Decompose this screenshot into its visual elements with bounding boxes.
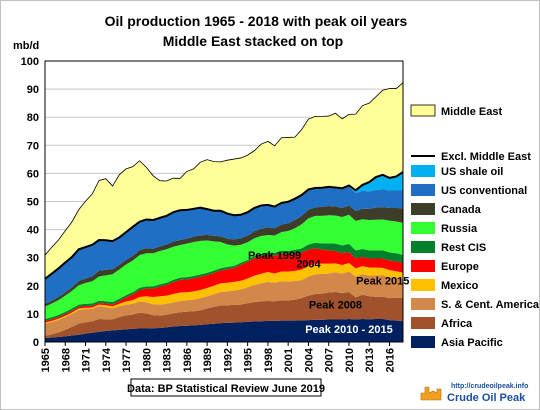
- legend-item-us-shale-oil: US shale oil: [411, 165, 503, 178]
- x-tick-label-1992: 1992: [222, 348, 234, 372]
- x-tick-label-2010: 2010: [344, 348, 356, 372]
- annotation-peak-2008: Peak 2008: [309, 299, 362, 311]
- y-tick-label-90: 90: [27, 84, 39, 96]
- area-asia-pacific: [45, 318, 403, 342]
- legend-label-s-cent-america: S. & Cent. America: [441, 299, 539, 311]
- x-tick-label-2004: 2004: [303, 347, 315, 372]
- y-tick-label-70: 70: [27, 140, 39, 152]
- x-tick-label-1977: 1977: [121, 348, 133, 372]
- y-tick-label-40: 40: [27, 225, 39, 237]
- stacked-areas: [44, 82, 404, 342]
- total-outline: [44, 82, 404, 256]
- legend-swatch-russia: [411, 222, 435, 234]
- annotation-peak-1999: Peak 1999: [248, 250, 301, 262]
- x-tick-label-1971: 1971: [81, 348, 93, 372]
- x-tick-label-2001: 2001: [283, 348, 295, 372]
- legend-swatch-europe: [411, 260, 435, 272]
- chart-title: Oil production 1965 - 2018 with peak oil…: [105, 13, 408, 29]
- legend-label-asia-pacific: Asia Pacific: [441, 337, 503, 349]
- legend-item-europe: Europe: [411, 260, 479, 273]
- legend-item-rest-cis: Rest CIS: [411, 241, 486, 254]
- legend-item-mexico: Mexico: [411, 279, 479, 292]
- annotation-2004: 2004: [296, 259, 321, 271]
- legend-label-africa: Africa: [441, 318, 473, 330]
- legend-item-middle-east: Middle East: [410, 104, 502, 118]
- source-note: Data: BP Statistical Review June 2019: [127, 383, 325, 395]
- logo-name: Crude Oil Peak: [447, 392, 526, 404]
- x-tick-label-1986: 1986: [182, 348, 194, 372]
- legend-swatch-asia-pacific: [411, 336, 435, 348]
- annotation-peak-2010-2015: Peak 2010 - 2015: [305, 324, 392, 336]
- legend-swatch-s-cent-america: [411, 298, 435, 310]
- plot-border: [44, 60, 404, 343]
- annotation-peak-2015: Peak 2015: [356, 275, 409, 287]
- excl-middle-east-line: [44, 171, 404, 280]
- legend-item-russia: Russia: [411, 222, 478, 235]
- x-tick-label-1980: 1980: [141, 348, 153, 372]
- logo-url: http://crudeoilpeak.info: [451, 383, 528, 390]
- y-tick-label-80: 80: [27, 112, 39, 124]
- legend-label-europe: Europe: [441, 261, 479, 273]
- legend-label-mexico: Mexico: [441, 280, 479, 292]
- y-tick-label-50: 50: [27, 197, 39, 209]
- x-tick-labels: 1965 1968 1971 1974 1977 1980 1983 1986 1989 1992…: [40, 342, 397, 372]
- legend-item-s-cent-america: S. & Cent. America: [411, 298, 539, 311]
- legend-label-us-shale-oil: US shale oil: [441, 166, 503, 178]
- legend-swatch-canada: [411, 203, 435, 215]
- y-tick-label-0: 0: [33, 337, 39, 349]
- x-tick-label-1998: 1998: [263, 348, 275, 372]
- legend-swatch-middle-east: [410, 104, 436, 117]
- area-canada: [45, 205, 403, 307]
- oil-pump-icon: [420, 386, 442, 401]
- area-s-cent-america: [45, 271, 403, 336]
- legend-label-russia: Russia: [441, 223, 478, 235]
- x-tick-label-1974: 1974: [101, 347, 113, 372]
- legend-item-excl-middle-east: Excl. Middle East: [411, 151, 531, 163]
- x-tick-label-1968: 1968: [60, 348, 72, 372]
- legend-swatch-africa: [411, 317, 435, 329]
- area-middle-east: [45, 82, 403, 279]
- legend-label-us-conventional: US conventional: [441, 185, 527, 197]
- legend-swatch-us-shale-oil: [411, 165, 435, 177]
- y-tick-label-10: 10: [27, 309, 39, 321]
- y-tick-label-60: 60: [27, 168, 39, 180]
- legend-item-asia-pacific: Asia Pacific: [411, 336, 503, 349]
- legend-item-canada: Canada: [411, 203, 482, 216]
- y-tick-label-20: 20: [27, 281, 39, 293]
- legend-label-middle-east: Middle East: [441, 106, 502, 118]
- crude-oil-peak-logo[interactable]: http://crudeoilpeak.info Crude Oil Peak: [420, 381, 528, 404]
- legend-swatch-mexico: [411, 279, 435, 291]
- source-box: [130, 378, 322, 397]
- legend-label-rest-cis: Rest CIS: [441, 242, 486, 254]
- legend-swatch-us-conventional: [411, 184, 435, 196]
- chart-subtitle: Middle East stacked on top: [163, 33, 343, 49]
- x-tick-label-2007: 2007: [324, 348, 336, 372]
- legend-swatch-rest-cis: [411, 241, 435, 253]
- legend-label-excl-middle-east: Excl. Middle East: [441, 151, 531, 163]
- y-axis-label: mb/d: [13, 40, 39, 52]
- legend-item-us-conventional: US conventional: [411, 184, 527, 197]
- area-africa: [45, 291, 403, 339]
- x-tick-label-2016: 2016: [385, 348, 397, 372]
- legend-label-canada: Canada: [441, 204, 482, 216]
- y-tick-labels: 0 10 20 30 40 50 60 70 80 90 100: [21, 56, 39, 349]
- x-tick-label-1989: 1989: [202, 348, 214, 372]
- legend-item-africa: Africa: [411, 317, 473, 330]
- x-tick-label-1965: 1965: [40, 348, 52, 372]
- y-tick-label-30: 30: [27, 253, 39, 265]
- x-tick-label-1983: 1983: [162, 348, 174, 372]
- x-tick-label-1995: 1995: [243, 348, 255, 372]
- x-tick-label-2013: 2013: [364, 348, 376, 372]
- y-tick-label-100: 100: [21, 56, 39, 68]
- area-rest-cis: [45, 242, 403, 321]
- area-russia: [45, 214, 403, 319]
- area-us-conventional: [45, 186, 403, 305]
- legend: Middle East Excl. Middle East US shale oil…: [410, 104, 539, 349]
- area-mexico: [45, 263, 403, 324]
